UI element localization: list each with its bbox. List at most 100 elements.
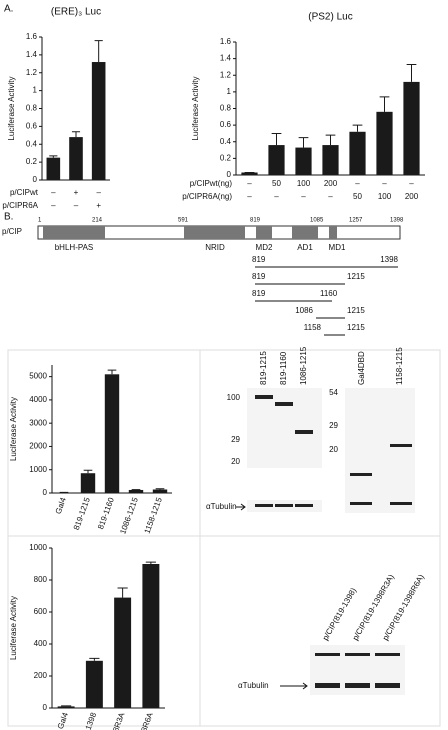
x-tick-label: 819-1398 bbox=[78, 711, 98, 730]
domain bbox=[184, 226, 245, 239]
row-label: p/CIPR6A(ng) bbox=[182, 192, 232, 201]
y-tick-label: 0 bbox=[43, 488, 48, 497]
bar bbox=[80, 473, 96, 493]
y-tick-label: 1.4 bbox=[26, 50, 38, 59]
construct-start: 819 bbox=[252, 289, 266, 298]
row-label: p/CIPwt bbox=[10, 188, 39, 197]
bar bbox=[376, 111, 393, 175]
arrow bbox=[236, 503, 246, 511]
band bbox=[275, 402, 293, 406]
y-axis-label: Luciferase Activity bbox=[9, 397, 18, 461]
error-bar bbox=[325, 134, 336, 146]
error-bar bbox=[89, 657, 100, 661]
band bbox=[375, 683, 400, 688]
y-tick-label: 400 bbox=[34, 639, 48, 648]
row-cell: 50 bbox=[353, 192, 362, 201]
marker-label: 100 bbox=[227, 393, 241, 402]
chart-title: (ERE)₃ Luc bbox=[51, 7, 101, 18]
y-tick-label: 600 bbox=[34, 607, 48, 616]
error-bar bbox=[145, 561, 156, 564]
western-blot: 819-1215 819-1160 1086-1215 100 29 20 αT… bbox=[206, 346, 322, 512]
y-axis-label: Luciferase Activity bbox=[9, 596, 18, 660]
y-tick-label: 0.4 bbox=[26, 139, 38, 148]
error-bar bbox=[406, 63, 417, 82]
row-cell: – bbox=[51, 188, 56, 197]
y-tick-label: 1000 bbox=[29, 465, 47, 474]
error-bar bbox=[117, 587, 128, 598]
construct-end: 1215 bbox=[347, 323, 365, 332]
band bbox=[295, 430, 313, 434]
bar bbox=[128, 489, 144, 493]
y-tick-label: 0.6 bbox=[220, 120, 232, 129]
loading-label: αTubulin bbox=[238, 681, 269, 690]
domain-label: AD1 bbox=[297, 243, 313, 252]
panel-label: A. bbox=[4, 4, 13, 15]
bar bbox=[152, 489, 168, 493]
row-cell: – bbox=[355, 179, 360, 188]
band bbox=[375, 653, 400, 656]
domain-label: MD1 bbox=[329, 243, 346, 252]
error-bar bbox=[71, 131, 81, 138]
row-label: p/CIPR6A bbox=[2, 201, 38, 210]
x-tick-label: Gal4 bbox=[56, 711, 70, 730]
ruler-label: 1398 bbox=[390, 218, 404, 224]
y-tick-label: 3000 bbox=[29, 418, 47, 427]
error-bar bbox=[298, 137, 309, 148]
y-tick-label: 1 bbox=[33, 86, 38, 95]
band bbox=[350, 473, 372, 476]
y-tick-label: 1.2 bbox=[220, 70, 232, 79]
bar bbox=[403, 81, 420, 175]
arrow bbox=[280, 682, 308, 690]
bar bbox=[57, 706, 75, 708]
row-cell: – bbox=[409, 179, 414, 188]
row-cell: + bbox=[74, 188, 79, 197]
domain bbox=[43, 226, 105, 239]
row-cell: 200 bbox=[405, 192, 419, 201]
error-bar bbox=[83, 469, 93, 474]
row-label: p/CIPwt(ng) bbox=[190, 179, 233, 188]
x-tick-label: 1158-1215 bbox=[143, 496, 165, 535]
domain-label: bHLH-PAS bbox=[55, 243, 94, 252]
row-cell: 200 bbox=[324, 179, 338, 188]
y-tick-label: 4000 bbox=[29, 395, 47, 404]
y-tick-label: 1000 bbox=[29, 543, 47, 552]
y-tick-label: 800 bbox=[34, 575, 48, 584]
y-tick-label: 1.6 bbox=[220, 37, 232, 46]
bar bbox=[104, 374, 120, 493]
band bbox=[390, 502, 412, 505]
y-tick-label: 1.4 bbox=[220, 54, 232, 63]
panel-label: B. bbox=[4, 212, 13, 223]
x-tick-label: 819-1398R6A bbox=[129, 711, 155, 730]
domain-label: MD2 bbox=[256, 243, 273, 252]
ruler-label: 591 bbox=[178, 218, 189, 224]
construct-start: 1086 bbox=[295, 306, 313, 315]
marker-label: 29 bbox=[231, 435, 240, 444]
marker-label: 54 bbox=[329, 388, 338, 397]
row-cell: – bbox=[96, 188, 101, 197]
domain bbox=[292, 226, 318, 239]
row-cell: – bbox=[382, 179, 387, 188]
y-tick-label: 0.8 bbox=[220, 104, 232, 113]
bar bbox=[91, 62, 106, 180]
row-cell: – bbox=[328, 192, 333, 201]
row-cell: 100 bbox=[297, 179, 311, 188]
lane-label: 1158-1215 bbox=[395, 347, 404, 385]
construct-end: 1215 bbox=[347, 306, 365, 315]
y-tick-label: 200 bbox=[34, 671, 48, 680]
bar bbox=[268, 145, 285, 175]
row-cell: – bbox=[274, 192, 279, 201]
bar bbox=[322, 145, 339, 175]
bar bbox=[349, 131, 366, 175]
row-cell: – bbox=[74, 201, 79, 210]
x-tick-label: 819-1215 bbox=[72, 496, 92, 531]
y-axis-label: Luciferase Activity bbox=[191, 76, 200, 140]
bar bbox=[114, 597, 132, 708]
band bbox=[255, 395, 273, 399]
y-tick-label: 0.6 bbox=[26, 121, 38, 130]
y-tick-label: 1.2 bbox=[26, 68, 38, 77]
y-tick-label: 0 bbox=[33, 175, 38, 184]
construct-start: 1158 bbox=[304, 323, 322, 332]
bar bbox=[142, 564, 160, 708]
bar bbox=[241, 172, 258, 175]
construct-end: 1160 bbox=[320, 289, 338, 298]
